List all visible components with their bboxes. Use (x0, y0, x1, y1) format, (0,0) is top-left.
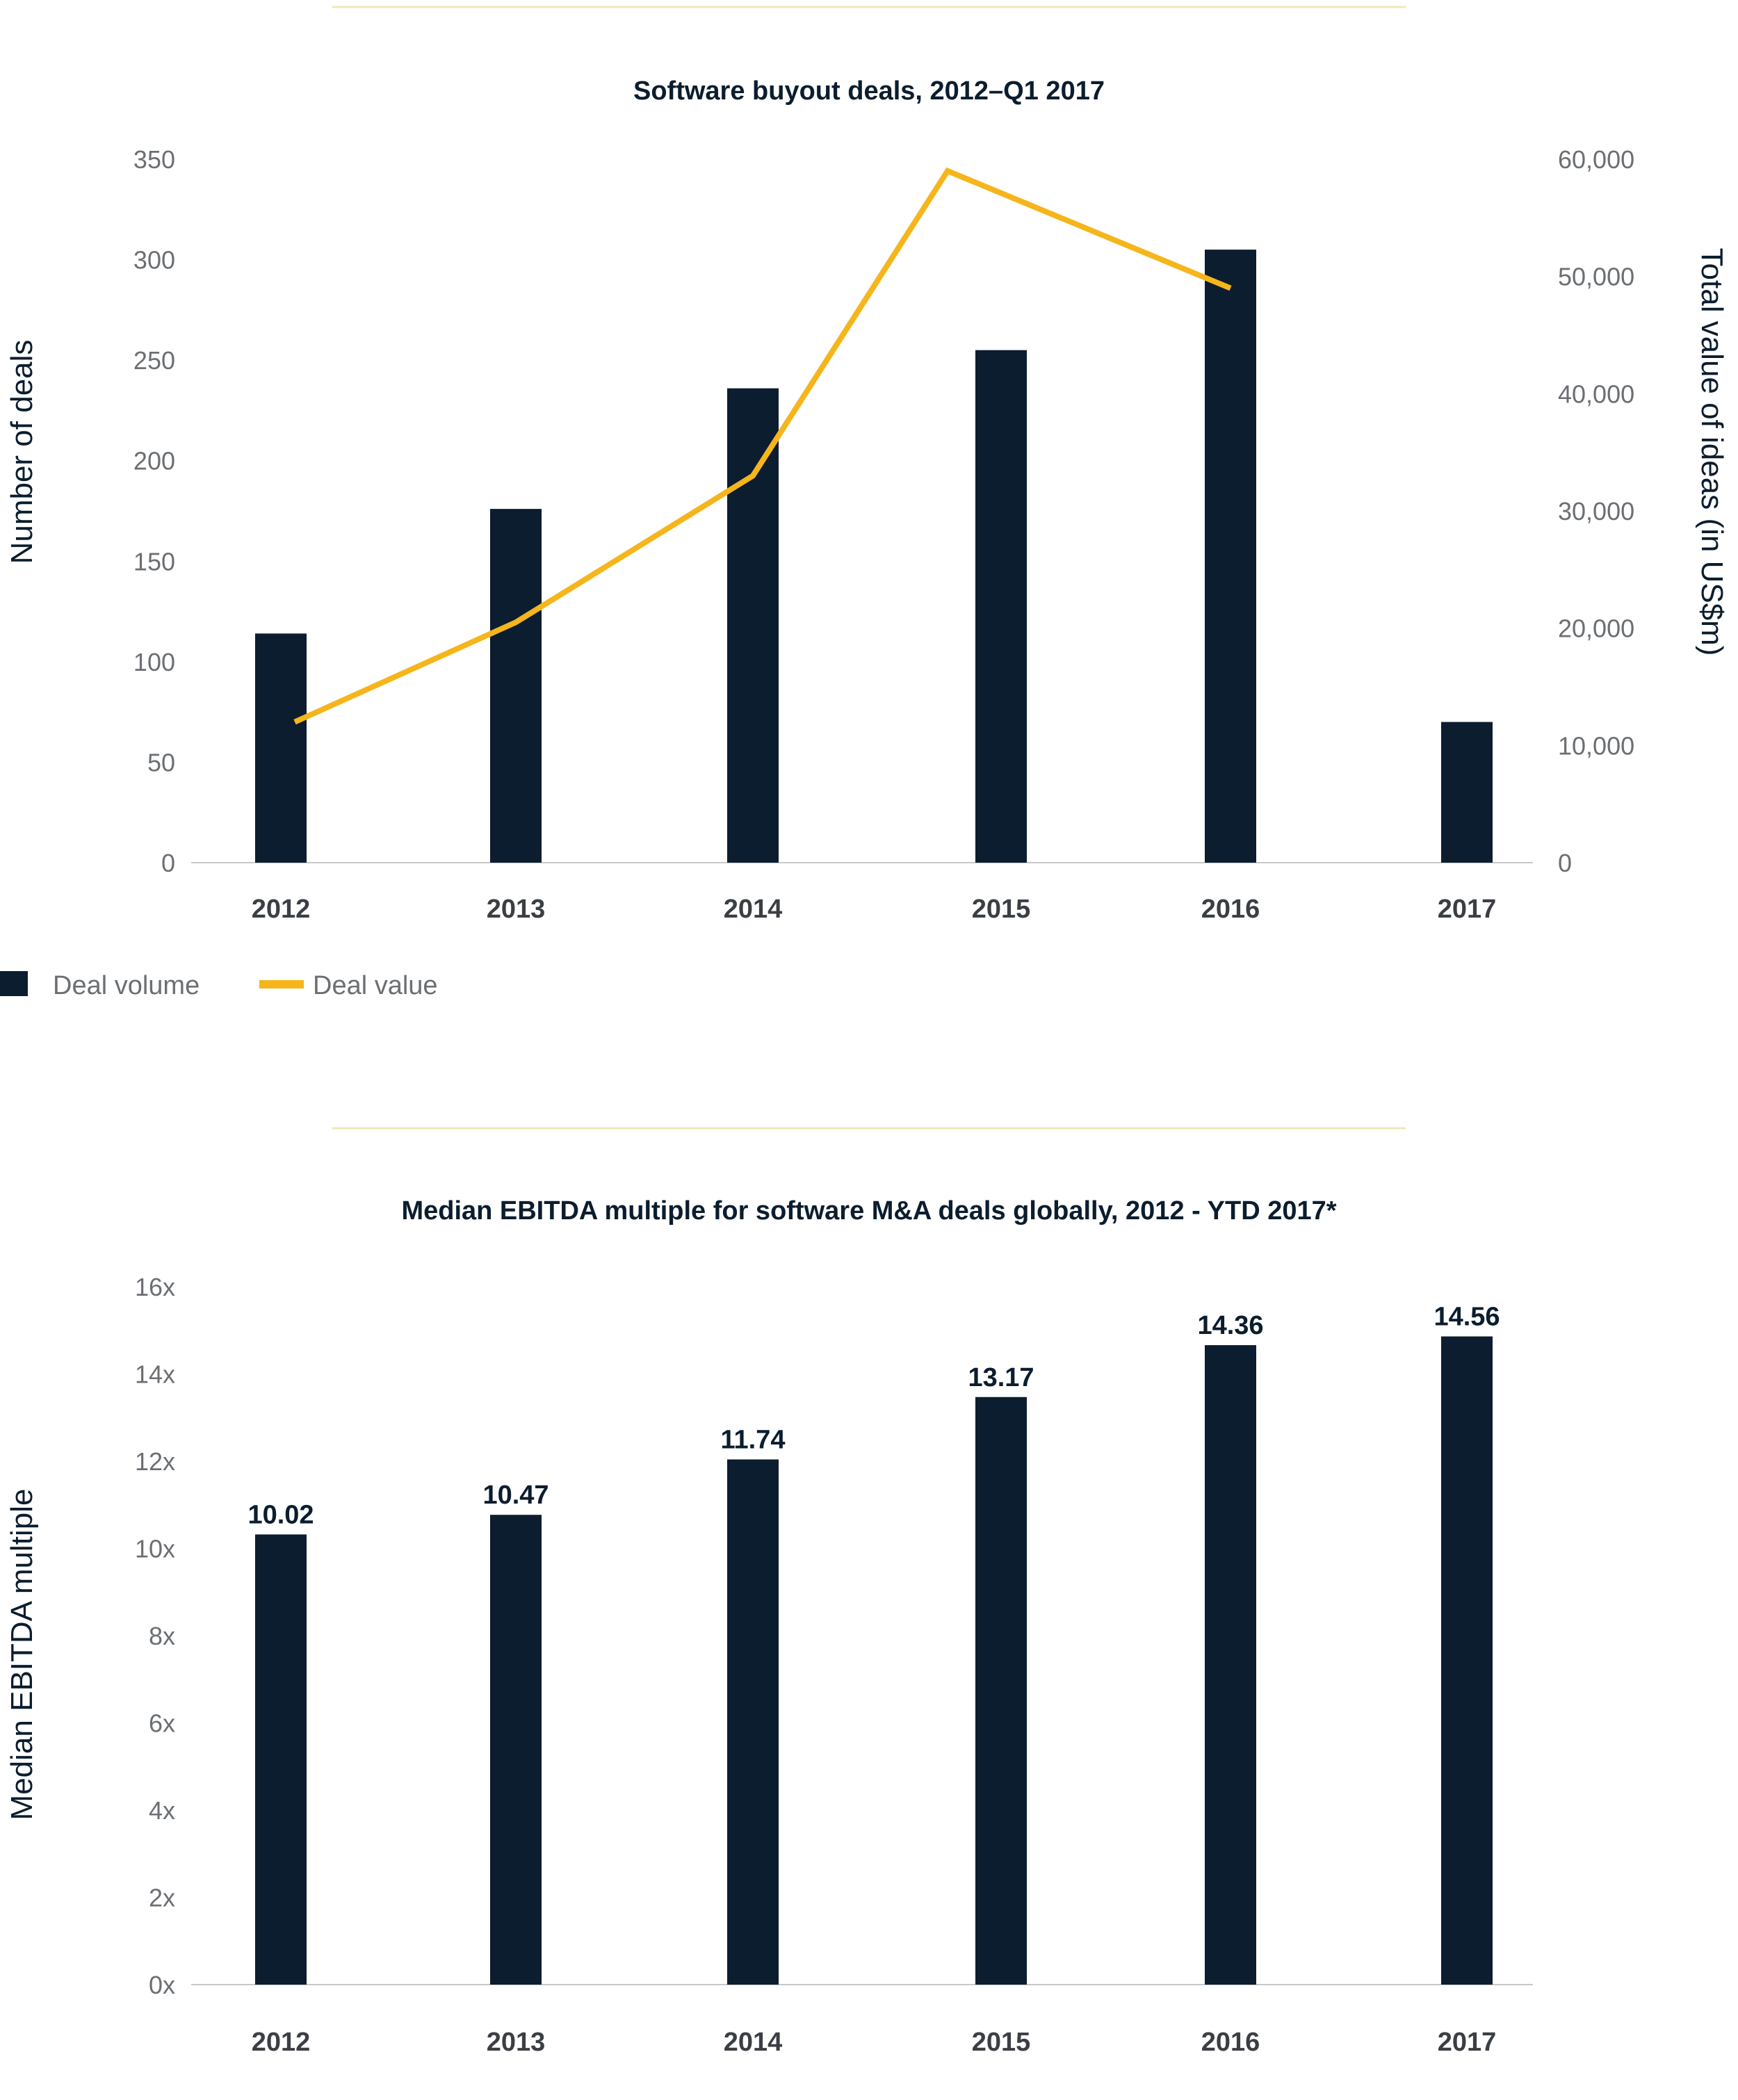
chart-2-bar-2012 (255, 1534, 307, 1985)
chart-1-line-series (293, 167, 1232, 725)
chart-1-x-tick: 2015 (972, 895, 1031, 924)
chart-1-y2-tick: 20,000 (1558, 614, 1634, 643)
chart-2-y-tick: 10x (135, 1535, 175, 1563)
chart-2-y-ticks: 0x 2x 4x 6x 8x 10x 12x 14x 16x (135, 1273, 175, 1999)
chart-2-data-label: 10.02 (247, 1500, 314, 1529)
chart-1-y-tick: 100 (133, 648, 175, 676)
chart-2-data-label: 14.56 (1434, 1303, 1500, 1332)
chart-2-x-tick: 2015 (972, 2028, 1031, 2057)
chart-2: Median EBITDA multiple for software M&A … (5, 1196, 1533, 2057)
chart-2-y-tick: 8x (149, 1622, 175, 1650)
chart-2-y-tick: 16x (135, 1273, 175, 1301)
chart-2-data-labels: 10.02 10.47 11.74 13.17 14.36 14.56 (247, 1303, 1500, 1530)
chart-1-y-tick: 0 (161, 849, 175, 877)
chart-1-x-tick: 2017 (1438, 895, 1497, 924)
chart-1-bar-2014 (727, 388, 779, 863)
chart-2-x-ticks: 2012 2013 2014 2015 2016 2017 (252, 2028, 1497, 2057)
chart-1-y-tick: 250 (133, 346, 175, 375)
chart-2-bars (255, 1336, 1493, 1985)
chart-1-bar-2013 (490, 509, 542, 863)
chart-2-x-tick: 2013 (487, 2028, 546, 2057)
chart-1-y2-ticks: 0 10,000 20,000 30,000 40,000 50,000 60,000 (1558, 145, 1634, 877)
chart-1-y2-tick: 40,000 (1558, 380, 1634, 408)
chart-1-title: Software buyout deals, 2012–Q1 2017 (633, 76, 1105, 106)
chart-2-y-tick: 12x (135, 1447, 175, 1476)
chart-2-bar-2017 (1441, 1336, 1493, 1985)
chart-1-y-ticks: 0 50 100 150 200 250 300 350 (133, 145, 175, 877)
chart-2-bar-2016 (1205, 1345, 1256, 1985)
chart-1-y2-tick: 50,000 (1558, 263, 1634, 291)
chart-2-bar-2013 (490, 1515, 542, 1985)
chart-2-bar-2015 (975, 1397, 1027, 1985)
chart-1-bar-2015 (975, 350, 1027, 863)
chart-2-data-label: 14.36 (1197, 1311, 1263, 1340)
legend-label-deal-value: Deal value (313, 971, 438, 1000)
chart-1-y2-tick: 30,000 (1558, 497, 1634, 526)
chart-1-x-tick: 2013 (487, 895, 546, 924)
chart-1-deal-value-line (293, 167, 1232, 725)
chart-1-y-tick: 350 (133, 145, 175, 174)
chart-2-data-label: 11.74 (721, 1425, 786, 1454)
chart-2-x-tick: 2014 (724, 2028, 783, 2057)
chart-2-x-tick: 2016 (1201, 2028, 1260, 2057)
chart-2-x-tick: 2012 (252, 2028, 311, 2057)
chart-2-y-tick: 2x (149, 1884, 175, 1912)
chart-2-title: Median EBITDA multiple for software M&A … (401, 1196, 1336, 1226)
chart-2-y-axis-label: Median EBITDA multiple (5, 1489, 39, 1821)
chart-1-y-tick: 50 (147, 748, 175, 776)
chart-1-y-tick: 300 (133, 246, 175, 275)
chart-2-y-tick: 0x (149, 1971, 175, 1999)
legend-swatch-deal-volume (0, 971, 28, 996)
chart-1-y-tick: 200 (133, 447, 175, 475)
chart-2-y-tick: 4x (149, 1796, 175, 1825)
chart-2-data-label: 10.47 (482, 1481, 549, 1510)
chart-1-y-axis-label: Number of deals (5, 340, 39, 564)
chart-1-y2-tick: 60,000 (1558, 145, 1634, 174)
chart-1-bar-2016 (1205, 250, 1256, 863)
chart-1-legend: Deal volume Deal value (0, 971, 438, 1000)
chart-1-y2-tick: 0 (1558, 849, 1572, 877)
chart-1-y-tick: 150 (133, 547, 175, 576)
chart-1-bar-2012 (255, 633, 307, 863)
chart-2-bar-2014 (727, 1459, 779, 1985)
chart-1: Software buyout deals, 2012–Q1 2017 Numb… (0, 76, 1729, 1000)
chart-1-x-tick: 2012 (252, 895, 311, 924)
legend-label-deal-volume: Deal volume (53, 971, 200, 1000)
chart-2-x-tick: 2017 (1438, 2028, 1497, 2057)
chart-1-x-ticks: 2012 2013 2014 2015 2016 2017 (252, 895, 1497, 924)
chart-1-bar-2017 (1441, 722, 1493, 863)
chart-2-y-tick: 14x (135, 1360, 175, 1389)
chart-1-y2-axis-label: Total value of ideas (in US$m) (1695, 248, 1729, 656)
chart-1-y2-tick: 10,000 (1558, 731, 1634, 760)
chart-1-x-tick: 2016 (1201, 895, 1260, 924)
chart-2-y-tick: 6x (149, 1709, 175, 1738)
chart-1-bars (255, 250, 1493, 863)
chart-2-data-label: 13.17 (968, 1363, 1034, 1392)
chart-1-x-tick: 2014 (724, 895, 783, 924)
